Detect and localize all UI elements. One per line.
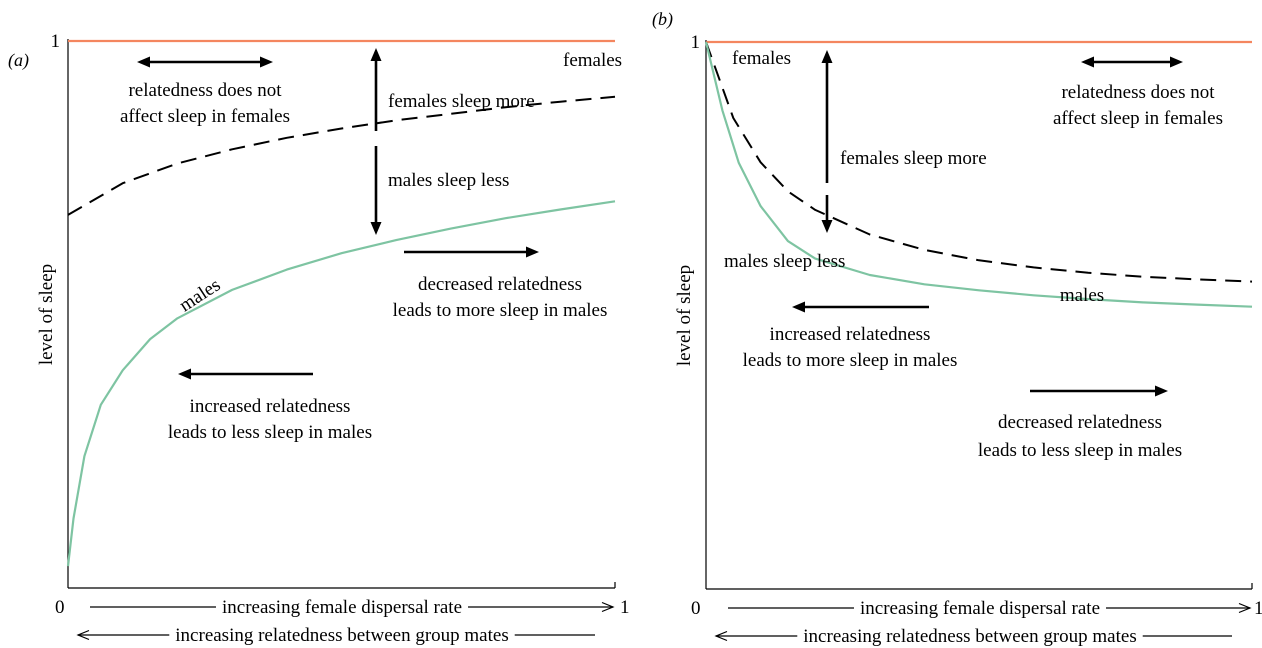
x-axis-title: increasing female dispersal rate: [860, 598, 1100, 619]
arrow-head: [821, 220, 833, 233]
x-axis-title-2-arrow: [76, 629, 170, 641]
annotation-females-more: females sleep more: [388, 91, 535, 112]
arrow-head: [821, 50, 833, 63]
x-tick-label: 0: [55, 597, 65, 618]
axis-arrow-head: [76, 629, 90, 641]
annotation-dec1: decreased relatedness: [418, 274, 582, 295]
annotation-males-less: males sleep less: [724, 251, 845, 272]
axis-arrow-head: [1238, 602, 1252, 614]
series-dashed-line: [705, 41, 1253, 283]
arrow-head: [526, 246, 539, 258]
y-tick-label: 1: [691, 32, 701, 53]
annotation-females: females: [563, 50, 622, 71]
arrow-head: [260, 56, 273, 68]
series-males: [704, 41, 1253, 308]
annotation-arrow: [370, 48, 382, 131]
x-axis-title-arrow: [1106, 602, 1252, 614]
arrow-head: [137, 56, 150, 68]
x-axis-title-2: increasing relatedness between group mat…: [803, 626, 1136, 647]
annotation-rel2: affect sleep in females: [1053, 108, 1223, 129]
annotation-arrow: [792, 301, 929, 313]
arrow-head: [370, 48, 382, 61]
annotation-arrow: [404, 246, 539, 258]
annotation-arrow: [1081, 56, 1183, 68]
panel-a: (a) 1 0 1 level of sleep increasing female di…: [8, 31, 630, 646]
axis-arrow-head: [714, 630, 728, 642]
axis-arrow-head: [601, 601, 615, 613]
x-axis-title-arrow: [468, 601, 615, 613]
annotation-arrow: [137, 56, 273, 68]
annotation-males: males: [176, 275, 225, 317]
annotation-arrow: [821, 195, 833, 233]
annotation-arrow: [370, 146, 382, 235]
y-axis-title: level of sleep: [674, 265, 695, 366]
annotation-inc2: leads to less sleep in males: [168, 422, 372, 443]
arrow-head: [792, 301, 805, 313]
y-axis-title: level of sleep: [36, 264, 57, 365]
annotation-rel1: relatedness does not: [128, 80, 282, 101]
panel-label: (a): [8, 50, 29, 71]
annotation-dec1: decreased relatedness: [998, 412, 1162, 433]
panel-b: (b) 1 0 1 level of sleep increasing female di…: [652, 9, 1262, 647]
annotation-rel1: relatedness does not: [1061, 82, 1215, 103]
arrow-head: [1170, 56, 1183, 68]
annotation-rel2: affect sleep in females: [120, 106, 290, 127]
annotation-dec2: leads to less sleep in males: [978, 440, 1182, 461]
annotation-arrow: [178, 368, 313, 380]
annotation-dec2: leads to more sleep in males: [393, 300, 608, 321]
y-tick-label: 1: [51, 31, 61, 52]
annotation-inc2: leads to more sleep in males: [743, 350, 958, 371]
annotation-arrow: [821, 50, 833, 183]
arrow-head: [1081, 56, 1094, 68]
annotation-arrow: [1030, 385, 1168, 397]
x-tick-label: 1: [1254, 598, 1262, 619]
annotation-inc1: increased relatedness: [190, 396, 351, 417]
x-axis-title-2-arrow: [714, 630, 798, 642]
annotation-inc1: increased relatedness: [770, 324, 931, 345]
x-tick-label: 1: [620, 597, 630, 618]
series-dashed-line: [67, 95, 616, 216]
panel-label: (b): [652, 9, 673, 30]
x-axis-title: increasing female dispersal rate: [222, 597, 462, 618]
annotation-males-less: males sleep less: [388, 170, 509, 191]
arrow-head: [1155, 385, 1168, 397]
x-axis-title-2: increasing relatedness between group mat…: [175, 625, 508, 646]
arrow-head: [178, 368, 191, 380]
arrow-head: [370, 222, 382, 235]
annotation-females: females: [732, 48, 791, 69]
series-males: [66, 200, 616, 567]
x-tick-label: 0: [691, 598, 701, 619]
annotation-females-more: females sleep more: [840, 148, 987, 169]
annotation-males: males: [1060, 285, 1104, 306]
